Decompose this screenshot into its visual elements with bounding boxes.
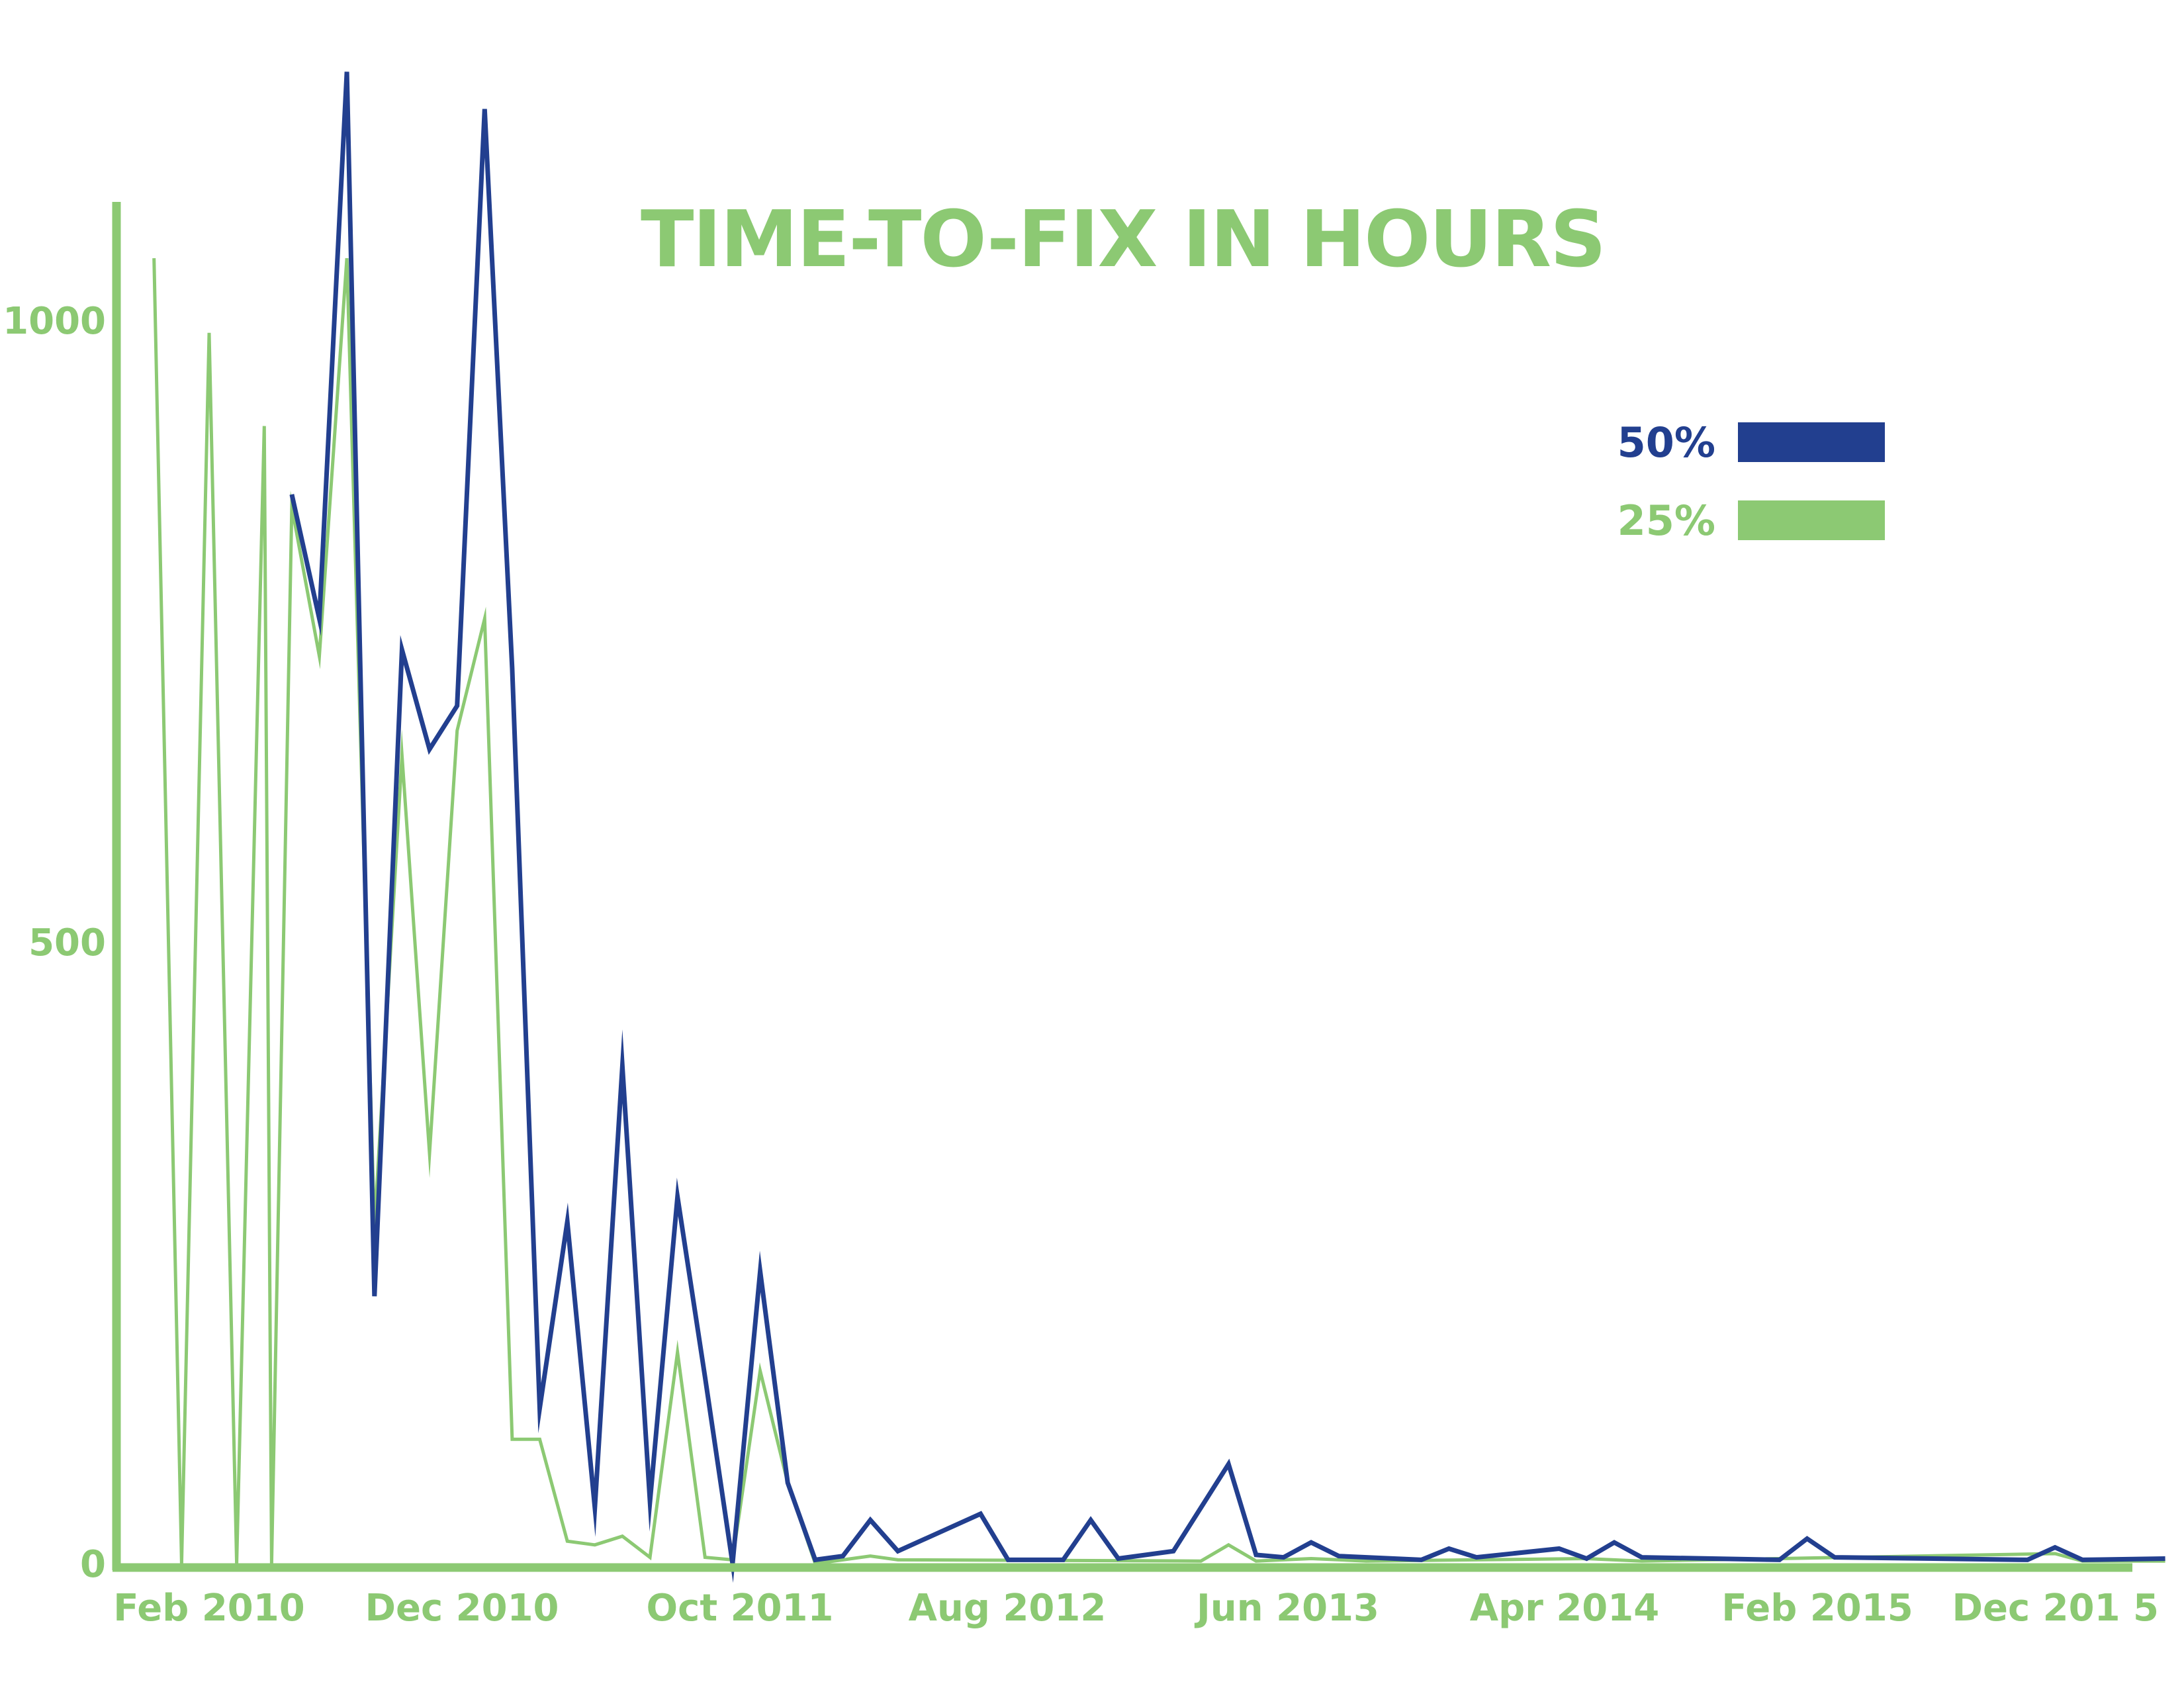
x-tick-label: Apr 2014 [1470,1587,1659,1630]
chart-title: TIME-TO-FIX IN HOURS [641,193,1605,285]
x-tick-label: Feb 2010 [113,1587,304,1630]
x-tick-label: Oct 2011 [647,1587,834,1630]
series-line-50pct [289,71,2165,1583]
y-tick-label: 500 [28,921,106,964]
y-tick-label: 1000 [3,300,106,343]
ticks-layer: 0 500 1000 Feb 2010 Dec 2010 Oct 2011 Aug 2012… [3,300,2159,1630]
legend-label: 25% [1617,496,1715,545]
x-tick-label: Dec 201 5 [1952,1587,2159,1630]
series-layer [152,71,2165,1583]
legend: 50% 25% [1617,418,1885,545]
legend-swatch [1738,422,1885,462]
y-tick-label: 0 [80,1543,106,1586]
legend-swatch [1738,500,1885,540]
axes-layer [112,202,2132,1572]
x-tick-label: Jun 2013 [1194,1587,1379,1630]
x-tick-label: Feb 2015 [1721,1587,1913,1630]
x-tick-label: Aug 2012 [909,1587,1107,1630]
legend-label: 50% [1617,418,1715,467]
series-line-25pct [152,258,2165,1566]
x-tick-label: Dec 2010 [365,1587,559,1630]
